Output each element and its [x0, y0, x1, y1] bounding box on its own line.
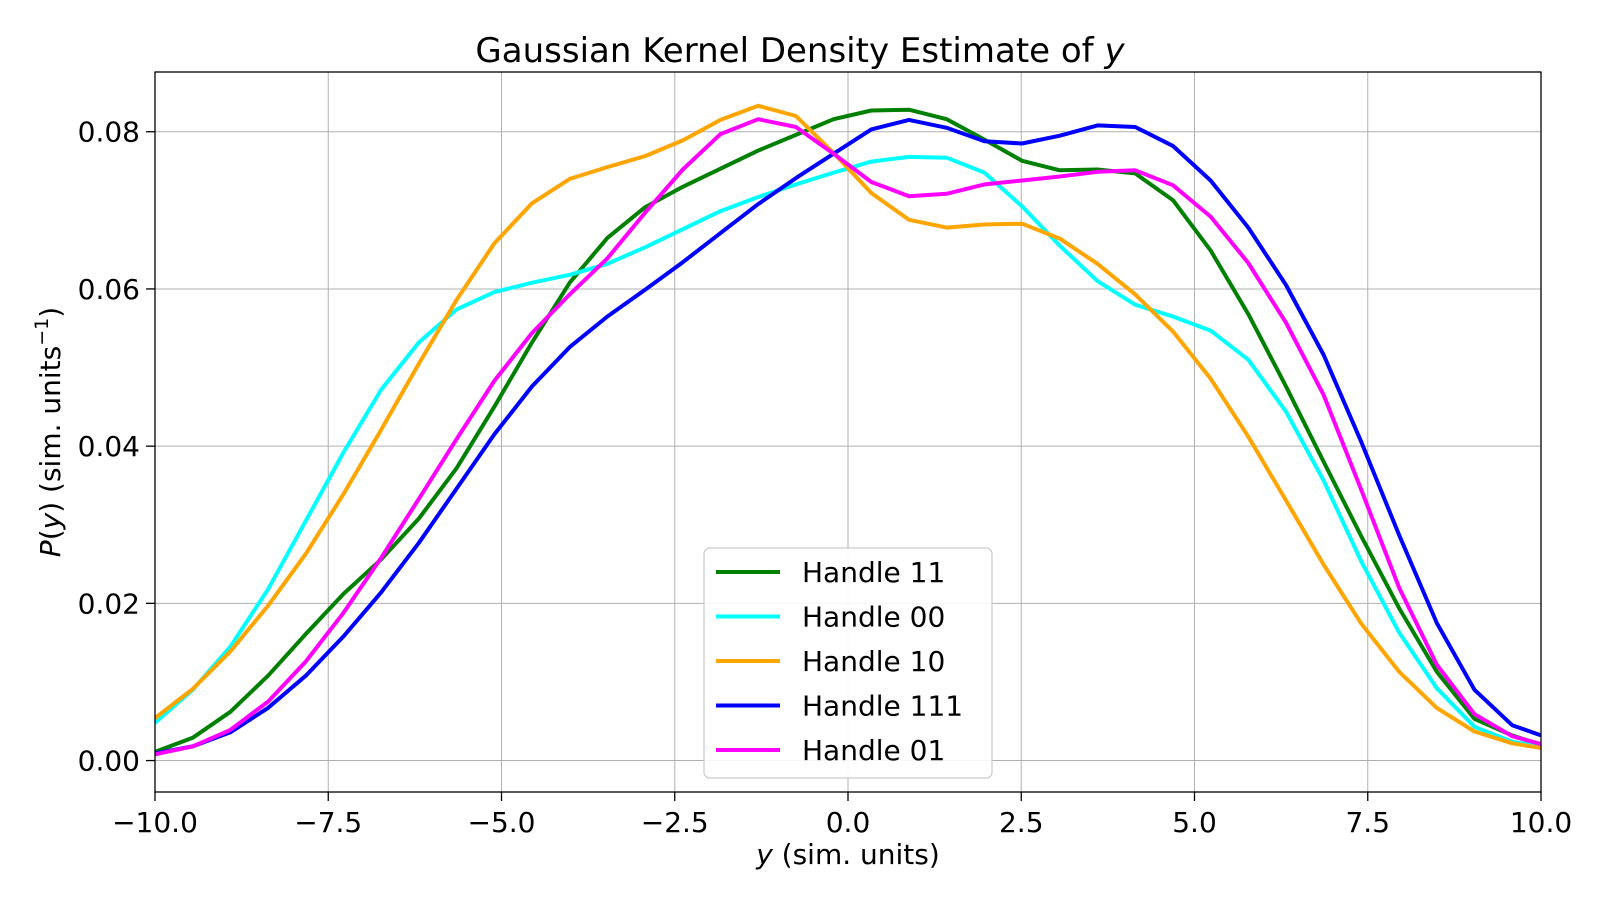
y-axis-label: P(y) (sim. units−1) — [31, 307, 67, 557]
x-tick-label: 7.5 — [1345, 806, 1390, 839]
chart-title-text: Gaussian Kernel Density Estimate of — [475, 31, 1104, 71]
axis-ticks: −10.0 −7.5 −5.0 −2.5 0.0 2.5 5.0 7.5 10.0 0.00 0.0… — [78, 116, 1573, 839]
x-tick-label: −5.0 — [468, 806, 536, 839]
legend-label-1: Handle 11 — [802, 556, 945, 589]
y-axis-label-y: y — [34, 512, 67, 530]
legend-box — [703, 547, 993, 779]
y-tick-label: 0.02 — [78, 587, 140, 620]
x-tick-label: 2.5 — [999, 806, 1044, 839]
y-axis-label-exponent: −1 — [31, 318, 53, 346]
legend-label-4: Handle 111 — [802, 690, 963, 723]
x-axis-label-units: (sim. units) — [773, 838, 940, 871]
series-line-3 — [153, 103, 1542, 750]
y-axis-label-p: P — [34, 540, 67, 557]
y-tick-label: 0.04 — [78, 430, 140, 463]
x-tick-label: 10.0 — [1510, 806, 1572, 839]
x-tick-label: −10.0 — [112, 806, 198, 839]
y-axis-label-units: ) (sim. units — [34, 346, 67, 513]
chart-title: Gaussian Kernel Density Estimate of y — [475, 31, 1125, 71]
series-line-1 — [154, 107, 1542, 754]
x-tick-label: 5.0 — [1172, 806, 1217, 839]
x-axis-label: y (sim. units) — [755, 838, 940, 871]
x-tick-label: 0.0 — [826, 806, 871, 839]
y-tick-label: 0.00 — [78, 745, 140, 778]
legend-label-5: Handle 01 — [802, 734, 945, 767]
y-tick-label: 0.06 — [78, 273, 140, 306]
chart-title-var: y — [1103, 31, 1125, 71]
x-tick-label: −2.5 — [641, 806, 709, 839]
series-line-4 — [154, 117, 1542, 756]
x-axis-label-var: y — [755, 838, 773, 871]
legend-label-3: Handle 10 — [802, 645, 945, 678]
y-tick-label: 0.08 — [78, 116, 140, 149]
y-axis-label-close: ) — [34, 307, 67, 318]
legend-label-2: Handle 00 — [802, 601, 945, 634]
x-tick-label: −7.5 — [294, 806, 362, 839]
series-line-5 — [154, 117, 1542, 757]
series-lines — [153, 103, 1542, 757]
legend: Handle 11 Handle 00 Handle 10 Handle 111 Han… — [703, 547, 993, 779]
y-axis-label-open: ( — [34, 529, 67, 540]
